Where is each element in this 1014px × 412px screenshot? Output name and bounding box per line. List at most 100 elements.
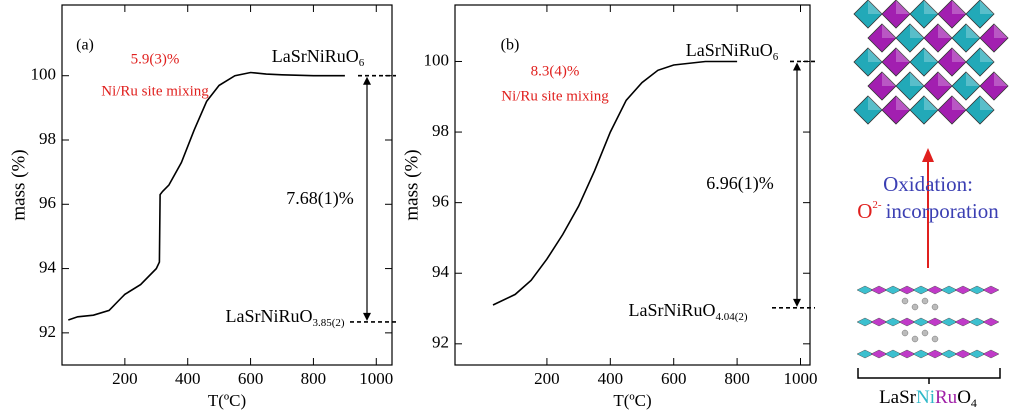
octahedron-face (952, 96, 966, 110)
octahedron-face (910, 24, 924, 38)
layer-octahedron (982, 285, 1000, 295)
layer-octahedron (982, 317, 1000, 327)
x-tick-label: 600 (238, 369, 264, 388)
formula-subscript: 3.85(2) (312, 317, 344, 329)
mixing-value: 5.9(3)% (131, 51, 180, 67)
plot-frame (61, 4, 393, 366)
y-tick-label: 100 (31, 65, 57, 84)
mixing-text: Ni/Ru site mixing (101, 83, 209, 99)
formula: LaSrNiRuO (225, 306, 312, 326)
bracket (857, 368, 1001, 384)
octahedron (909, 47, 939, 77)
cation (901, 329, 909, 337)
octahedron-face (868, 0, 882, 14)
octahedron (965, 95, 995, 125)
octahedron (979, 71, 1009, 101)
mass-change: 7.68(1)% (286, 188, 353, 209)
arrow-head (793, 62, 801, 71)
formula-subscript: 6 (773, 51, 779, 63)
label-part: Ni (916, 387, 935, 408)
x-tick-label: 1000 (359, 369, 393, 388)
octahedron (979, 23, 1009, 53)
panel-label: (a) (76, 37, 94, 54)
formula-subscript: 4.04(2) (715, 311, 747, 323)
x-axis-label: T(ºC) (613, 391, 651, 410)
step-text-word: incorporation (886, 199, 1000, 223)
bottom-formula: LaSrNiRuO4.04(2) (628, 300, 747, 322)
octahedron-face (980, 96, 994, 110)
mass-curve (492, 60, 738, 306)
crystal-oxidized (853, 0, 1009, 125)
cation (911, 335, 919, 343)
step-text: O2- incorporation (857, 199, 999, 223)
octahedron (951, 71, 981, 101)
octahedron-face (868, 96, 882, 110)
octahedron (951, 23, 981, 53)
octahedron (881, 0, 911, 29)
y-tick-label: 98 (39, 129, 56, 148)
cation (931, 303, 939, 311)
octahedron (937, 95, 967, 125)
octahedron (881, 95, 911, 125)
cation (911, 303, 919, 311)
y-tick-label: 96 (432, 192, 449, 211)
octahedron (965, 0, 995, 29)
arrow-head (363, 312, 371, 321)
mass-curve (68, 71, 345, 321)
octahedron-face (994, 24, 1008, 38)
top-formula: LaSrNiRuO6 (272, 46, 365, 68)
label-part: LaSr (879, 387, 917, 408)
x-axis-label: T(ºC) (208, 391, 246, 410)
y-axis-label: mass (%) (8, 149, 29, 220)
ion: O (857, 199, 872, 223)
octahedron (923, 71, 953, 101)
octahedron-face (952, 48, 966, 62)
octahedron (895, 71, 925, 101)
panel-label: (b) (501, 37, 520, 54)
cation (901, 297, 909, 305)
x-tick-label: 600 (661, 369, 687, 388)
cation (931, 335, 939, 343)
cation (921, 297, 929, 305)
plot-frame (454, 4, 811, 366)
octahedron (853, 95, 883, 125)
octahedron (853, 47, 883, 77)
layer-octahedron (982, 349, 1000, 359)
octahedron-face (924, 96, 938, 110)
octahedron-face (938, 72, 952, 86)
octahedron (937, 47, 967, 77)
octahedron (881, 47, 911, 77)
bottom-formula: LaSrNiRuO3.85(2) (225, 306, 344, 328)
octahedron-face (896, 0, 910, 14)
octahedron (909, 95, 939, 125)
octahedron (853, 0, 883, 29)
x-tick-label: 400 (175, 369, 201, 388)
x-tick-label: 800 (724, 369, 750, 388)
y-tick-label: 94 (39, 257, 57, 276)
octahedron (909, 0, 939, 29)
octahedron-face (938, 24, 952, 38)
octahedron (895, 23, 925, 53)
cation (921, 329, 929, 337)
octahedron-face (868, 48, 882, 62)
mixing-value: 8.3(4)% (531, 63, 580, 79)
y-tick-label: 100 (424, 50, 450, 69)
step-title: Oxidation: (883, 172, 973, 196)
formula: LaSrNiRuO (628, 300, 715, 320)
octahedron-face (910, 72, 924, 86)
octahedron-face (896, 48, 910, 62)
formula: LaSrNiRuO (272, 46, 359, 66)
x-tick-label: 800 (301, 369, 327, 388)
y-tick-label: 94 (432, 262, 450, 281)
mixing-text: Ni/Ru site mixing (501, 88, 609, 104)
octahedron (965, 47, 995, 77)
octahedron-face (980, 48, 994, 62)
x-tick-label: 200 (112, 369, 138, 388)
arrow-head (793, 298, 801, 307)
octahedron-face (980, 0, 994, 14)
label-part: O (957, 387, 971, 408)
octahedron (867, 23, 897, 53)
octahedron (923, 23, 953, 53)
formula-subscript: 6 (359, 57, 365, 69)
